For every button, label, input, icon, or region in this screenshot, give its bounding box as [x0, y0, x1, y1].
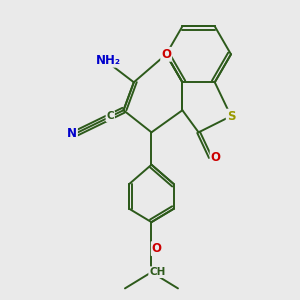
Text: O: O — [152, 242, 162, 255]
Text: O: O — [161, 48, 171, 61]
Text: O: O — [211, 151, 221, 164]
Text: N: N — [67, 127, 77, 140]
Text: NH₂: NH₂ — [96, 54, 121, 67]
Text: C: C — [106, 111, 114, 121]
Text: CH: CH — [149, 267, 166, 277]
Text: S: S — [227, 110, 235, 123]
